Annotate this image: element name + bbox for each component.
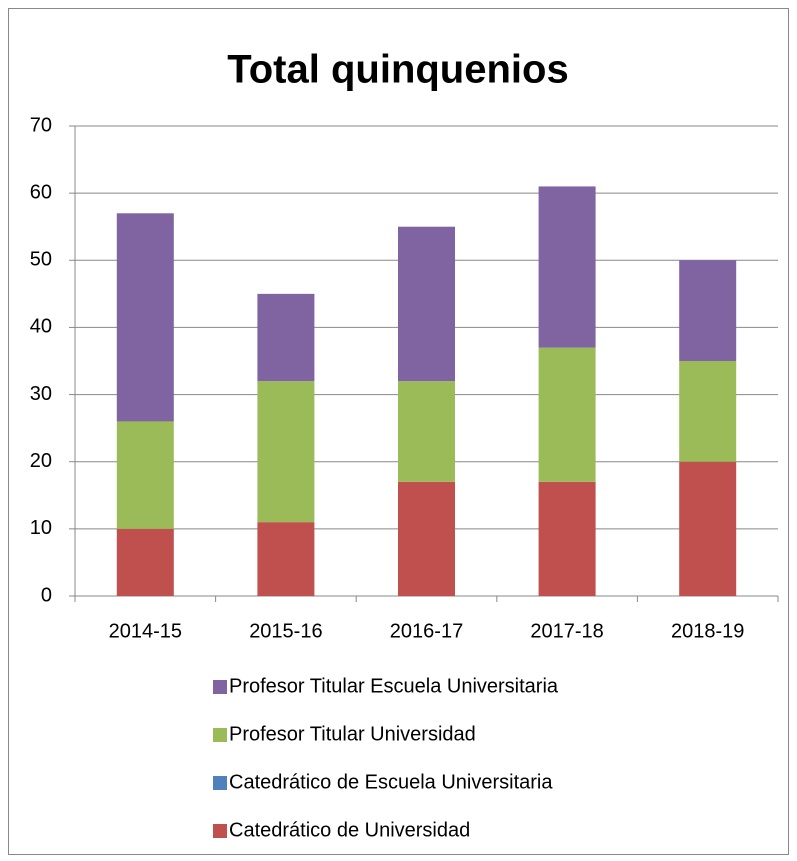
bar-segment [538, 186, 596, 348]
x-tick-label: 2018-19 [671, 620, 744, 642]
x-tick-label: 2014-15 [109, 620, 182, 642]
legend-swatch [213, 680, 227, 694]
legend-label: Catedrático de Escuela Universitaria [229, 771, 553, 793]
bar-segment [257, 293, 315, 382]
x-tick-label: 2015-16 [249, 620, 322, 642]
chart-title: Total quinquenios [227, 48, 568, 92]
legend-swatch [213, 728, 227, 742]
legend-swatch [213, 824, 227, 838]
bar-segment [679, 361, 737, 462]
bar-segment [257, 522, 315, 596]
y-tick-label: 70 [30, 114, 52, 136]
legend-label: Profesor Titular Universidad [229, 723, 476, 745]
bar-segment [538, 481, 596, 596]
bar-segment [398, 481, 455, 596]
bar-segment [679, 461, 737, 596]
bar-segment [257, 381, 315, 523]
bar-segment [116, 213, 174, 422]
bar-segment [398, 381, 455, 482]
y-tick-label: 40 [30, 316, 52, 338]
y-tick-label: 0 [41, 584, 52, 606]
bar-segment [679, 260, 737, 361]
y-tick-label: 30 [30, 383, 52, 405]
bar-segment [116, 421, 174, 529]
y-tick-label: 50 [30, 249, 52, 271]
legend-swatch [213, 776, 227, 790]
y-tick-label: 60 [30, 181, 52, 203]
y-tick-label: 20 [30, 450, 52, 472]
x-tick-label: 2017-18 [530, 620, 603, 642]
legend-label: Catedrático de Universidad [229, 819, 470, 841]
bar-segment [398, 226, 455, 382]
bar-segment [538, 347, 596, 482]
bar-segment [116, 528, 174, 596]
legend-label: Profesor Titular Escuela Universitaria [229, 675, 559, 697]
y-tick-label: 10 [30, 517, 52, 539]
x-tick-label: 2016-17 [390, 620, 463, 642]
